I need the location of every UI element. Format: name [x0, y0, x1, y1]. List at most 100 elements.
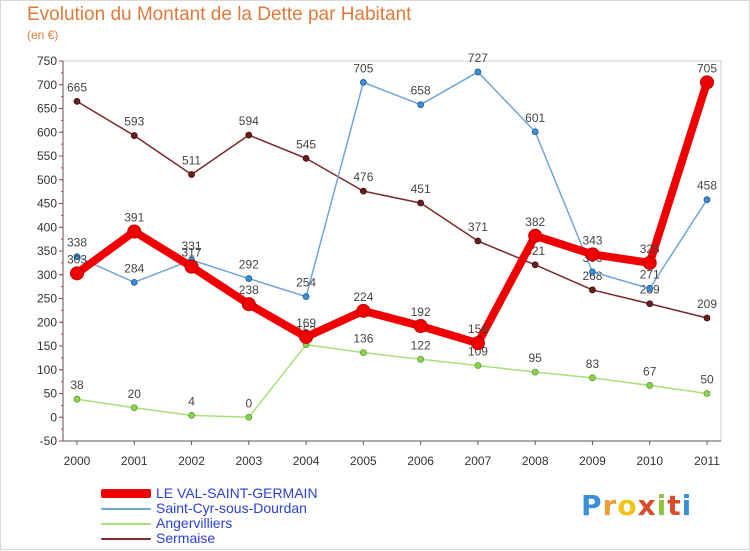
data-point: [70, 266, 84, 281]
data-label: 458: [697, 179, 717, 193]
data-point: [130, 278, 138, 286]
data-label: 658: [411, 84, 431, 98]
data-label: 209: [697, 297, 717, 311]
data-point: [359, 349, 367, 357]
chart-unit: (en €): [27, 28, 59, 42]
legend-swatch: [101, 508, 151, 510]
data-label: 451: [411, 182, 431, 196]
x-tick-label: 2000: [64, 454, 91, 468]
data-label: 325: [640, 242, 660, 256]
y-tick-label: 250: [37, 292, 57, 306]
data-point: [413, 319, 428, 334]
data-label: 192: [411, 305, 431, 319]
data-label: 665: [67, 80, 87, 94]
data-label: 169: [296, 316, 316, 330]
x-tick-label: 2007: [465, 454, 492, 468]
x-tick-label: 2010: [636, 454, 663, 468]
data-point: [585, 247, 600, 262]
legend-label: LE VAL-SAINT-GERMAIN: [156, 485, 318, 501]
data-point: [130, 132, 138, 139]
data-label: 156: [468, 322, 488, 336]
logo-letter: i: [656, 489, 668, 522]
legend-item-sermaise: Sermaise: [101, 530, 401, 548]
logo-letter: P: [581, 489, 603, 522]
logo-letter: x: [637, 489, 657, 522]
data-label: 224: [353, 290, 373, 304]
data-point: [703, 314, 711, 322]
data-label: 238: [239, 283, 259, 297]
data-label: 83: [586, 357, 600, 371]
data-label: 303: [67, 252, 87, 266]
data-point: [245, 413, 253, 421]
proxiti-logo: Proxiti: [581, 489, 692, 522]
data-point: [417, 355, 425, 363]
data-point: [703, 196, 711, 204]
data-label: 292: [239, 258, 259, 272]
data-label: 545: [296, 137, 316, 151]
legend-item-saint-cyr: Saint-Cyr-sous-Dourdan: [101, 500, 401, 518]
logo-letter: i: [681, 489, 693, 522]
data-label: 705: [697, 61, 717, 75]
x-tick-label: 2004: [293, 454, 320, 468]
y-tick-label: -50: [40, 434, 58, 448]
y-tick-label: 550: [37, 149, 57, 163]
data-label: 284: [124, 261, 144, 275]
data-label: 382: [525, 215, 545, 229]
y-tick-label: 300: [37, 268, 57, 282]
y-tick-label: 150: [37, 339, 57, 353]
logo-letter: t: [667, 489, 682, 522]
data-point: [642, 255, 657, 270]
data-label: 0: [245, 396, 252, 410]
data-label: 122: [411, 338, 431, 352]
data-point: [245, 275, 253, 282]
data-label: 511: [182, 154, 201, 168]
y-tick-label: 50: [44, 387, 58, 401]
legend-swatch: [101, 538, 151, 540]
data-point: [589, 268, 596, 276]
y-tick-label: 100: [37, 363, 57, 377]
legend-label: Saint-Cyr-sous-Dourdan: [156, 500, 307, 516]
data-label: 38: [70, 378, 84, 392]
data-point: [528, 228, 543, 243]
chart-title: Evolution du Montant de la Dette par Hab…: [27, 4, 412, 25]
x-tick-label: 2003: [235, 454, 262, 468]
data-label: 20: [128, 387, 142, 401]
y-tick-label: 450: [37, 197, 57, 211]
data-point: [241, 297, 256, 312]
data-label: 593: [124, 115, 144, 129]
data-label: 727: [468, 51, 488, 65]
series-line: [73, 78, 711, 348]
x-tick-label: 2002: [178, 454, 205, 468]
data-point: [470, 336, 485, 351]
data-point: [73, 97, 81, 105]
data-point: [589, 286, 596, 294]
series-line: [76, 343, 708, 418]
data-point: [417, 199, 425, 207]
y-tick-label: 650: [37, 102, 57, 116]
y-tick-label: 700: [37, 78, 57, 92]
data-point: [474, 68, 482, 76]
y-tick-label: 200: [37, 315, 57, 329]
logo-letter: o: [617, 489, 638, 522]
data-point: [589, 374, 596, 382]
data-point: [302, 154, 310, 162]
data-label: 67: [643, 364, 657, 378]
data-label: 331: [182, 239, 202, 253]
data-point: [474, 362, 482, 369]
data-point: [245, 131, 253, 139]
x-tick-label: 2009: [579, 454, 606, 468]
data-point: [646, 382, 654, 389]
data-label: 268: [582, 269, 602, 283]
data-point: [531, 261, 539, 269]
data-label: 254: [296, 276, 316, 290]
data-label: 271: [640, 268, 660, 282]
data-point: [356, 303, 371, 318]
y-tick-label: 750: [37, 54, 57, 68]
data-label: 371: [468, 220, 488, 234]
data-label: 317: [182, 246, 202, 260]
data-point: [531, 128, 539, 136]
data-point: [299, 329, 314, 344]
data-point: [531, 368, 539, 376]
